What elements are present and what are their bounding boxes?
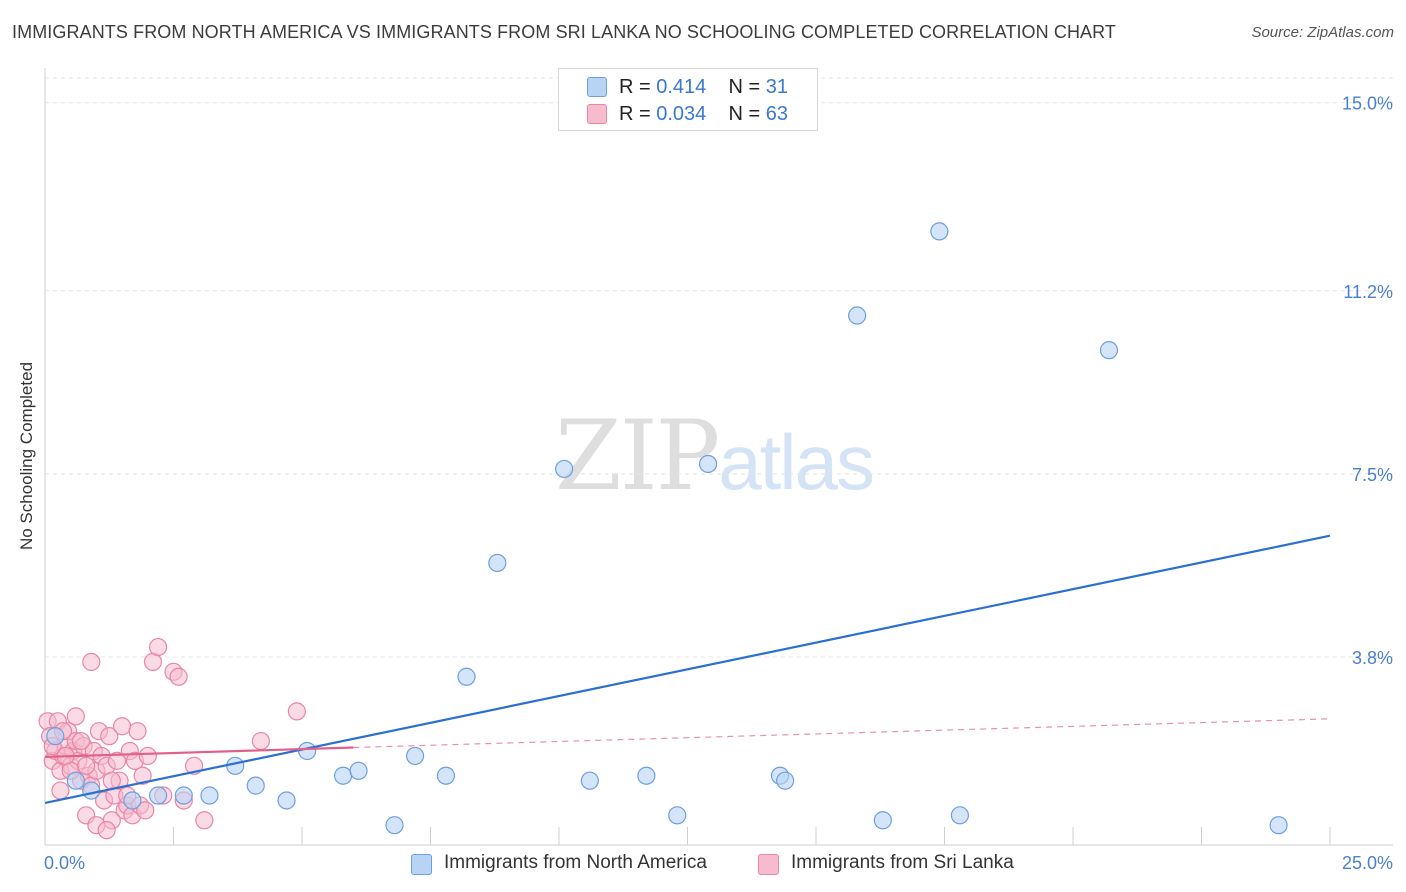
point-sri-lanka	[251, 731, 270, 751]
point-sri-lanka	[77, 756, 96, 775]
watermark-zip: ZIP	[555, 400, 720, 512]
point-north-america	[930, 222, 949, 241]
point-north-america	[668, 806, 687, 825]
point-north-america	[848, 306, 867, 325]
point-sri-lanka	[195, 811, 214, 830]
point-north-america	[555, 459, 574, 479]
legend-swatch-blue	[411, 854, 432, 875]
axes	[44, 68, 1393, 846]
point-north-america	[873, 811, 892, 830]
point-north-america	[349, 761, 368, 780]
point-north-america	[457, 667, 476, 686]
point-sri-lanka	[102, 771, 121, 790]
point-sri-lanka	[138, 746, 157, 766]
legend-label: Immigrants from Sri Lanka	[791, 852, 1014, 873]
correlation-legend: R = 0.414 N = 31 R = 0.034 N = 63	[558, 68, 818, 131]
point-sri-lanka	[97, 821, 116, 840]
point-north-america	[580, 771, 599, 790]
point-north-america	[776, 771, 795, 790]
point-north-america	[200, 786, 219, 805]
legend-n-value: 63	[765, 103, 789, 125]
legend-n-label: N =	[728, 76, 766, 98]
point-sri-lanka	[136, 801, 155, 820]
watermark-atlas: atlas	[718, 418, 875, 506]
point-north-america	[637, 766, 656, 785]
point-north-america	[148, 786, 168, 805]
point-north-america	[46, 727, 65, 746]
point-sri-lanka	[287, 702, 306, 721]
point-north-america	[66, 771, 85, 790]
legend-swatch-blue	[587, 77, 607, 97]
point-north-america	[1269, 816, 1288, 835]
legend-r-value: 0.414	[656, 76, 707, 98]
point-north-america	[277, 791, 296, 810]
watermark: ZIPatlas	[555, 400, 875, 512]
point-north-america	[698, 454, 718, 474]
legend-swatch-pink	[758, 854, 779, 875]
point-north-america	[334, 766, 353, 785]
point-north-america	[1099, 341, 1119, 360]
point-sri-lanka	[133, 766, 152, 785]
point-sri-lanka	[82, 652, 101, 672]
data-points	[38, 222, 1288, 840]
point-sri-lanka	[66, 707, 85, 726]
chart-title: IMMIGRANTS FROM NORTH AMERICA VS IMMIGRA…	[12, 22, 1117, 42]
grid	[45, 77, 1395, 658]
trendline-sri-lanka	[353, 718, 1331, 749]
point-north-america	[226, 756, 245, 775]
point-sri-lanka	[107, 751, 127, 770]
y-tick-label: 11.2%	[1343, 282, 1393, 302]
point-sri-lanka	[71, 731, 91, 751]
point-north-america	[405, 746, 425, 766]
trendline-north-america	[44, 534, 1331, 805]
point-sri-lanka	[169, 667, 188, 686]
legend-r-value: 0.034	[656, 103, 707, 125]
y-tick-label: 15.0%	[1342, 94, 1393, 114]
trend-lines	[44, 534, 1331, 805]
point-north-america	[123, 791, 142, 810]
tick-labels: 3.8% 7.5% 11.2% 15.0% 0.0% 25.0%	[44, 94, 1393, 873]
point-north-america	[436, 766, 456, 785]
point-sri-lanka	[51, 781, 70, 800]
point-north-america	[174, 786, 193, 805]
legend-swatch-pink	[587, 104, 607, 124]
point-sri-lanka	[148, 637, 168, 657]
point-north-america	[950, 806, 970, 825]
point-sri-lanka	[128, 722, 147, 741]
point-north-america	[488, 553, 507, 573]
legend-n-label: N =	[728, 103, 766, 125]
point-north-america	[82, 781, 101, 800]
legend-r-label: R =	[619, 76, 657, 98]
x-tick-label-min: 0.0%	[44, 853, 85, 873]
point-sri-lanka	[112, 717, 132, 736]
point-north-america	[298, 741, 317, 761]
y-tick-label: 7.5%	[1352, 465, 1393, 485]
legend-n-value: 31	[765, 76, 789, 98]
point-north-america	[385, 816, 404, 835]
legend-r-label: R =	[619, 103, 657, 125]
trendline-sri-lanka	[44, 746, 354, 759]
legend-label: Immigrants from North America	[444, 852, 707, 873]
x-tick-label-max: 25.0%	[1342, 853, 1393, 873]
y-tick-label: 3.8%	[1352, 648, 1393, 668]
point-sri-lanka	[100, 727, 119, 746]
point-north-america	[246, 776, 265, 795]
source-label: Source: ZipAtlas.com	[1251, 24, 1394, 41]
